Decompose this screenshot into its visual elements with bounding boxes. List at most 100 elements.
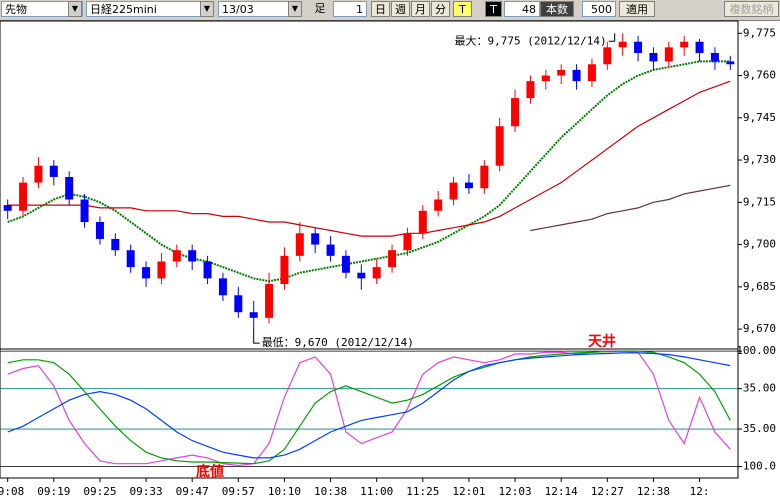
candle-body — [388, 250, 397, 268]
candle-body — [695, 41, 704, 53]
candle-body — [526, 81, 535, 99]
label: 足 — [314, 2, 326, 15]
series-line — [7, 350, 731, 465]
y-tick-label: 9,760 — [743, 69, 776, 82]
candle-body — [449, 182, 458, 200]
candle-body — [295, 233, 304, 256]
candle-body — [495, 126, 504, 166]
candle-body — [618, 41, 627, 48]
candle-body — [218, 278, 227, 296]
candle-body — [49, 165, 58, 177]
candle-body — [726, 61, 735, 65]
minute-button[interactable]: 分 — [431, 1, 450, 17]
count-button[interactable]: 本数 — [540, 1, 574, 17]
x-tick-label: 09:19 — [37, 485, 70, 498]
count-input[interactable]: 500 — [582, 1, 616, 17]
tick-button[interactable]: T — [485, 1, 502, 17]
candle-body — [572, 69, 581, 82]
candle-body — [403, 233, 412, 251]
annotation-leader — [608, 33, 616, 42]
week-button[interactable]: 週 — [391, 1, 410, 17]
candle-body — [157, 261, 166, 279]
y-tick-label: 9,700 — [743, 238, 776, 251]
candle-body — [188, 250, 197, 262]
x-tick-label: 11:25 — [406, 485, 439, 498]
x-tick-label: 12: — [690, 485, 710, 498]
tick-button[interactable]: T — [453, 1, 472, 17]
month-button[interactable]: 月 — [411, 1, 430, 17]
multi-symbol-button[interactable]: 複数銘柄 — [724, 1, 779, 17]
candle-body — [464, 182, 473, 189]
min-annotation: 最低：9,670 (2012/12/14) — [262, 336, 414, 349]
candle-body — [587, 64, 596, 82]
x-tick-label: 12:38 — [637, 485, 670, 498]
candle-body — [111, 238, 120, 251]
candle-body — [418, 210, 427, 234]
annotation-leader — [253, 329, 260, 344]
y-tick-label: 9,685 — [743, 280, 776, 293]
candle-body — [603, 47, 612, 65]
x-tick-label: 09:47 — [176, 485, 209, 498]
tick-count-input[interactable]: 48 — [504, 1, 540, 17]
series-line — [530, 184, 731, 232]
candle-body — [480, 165, 489, 189]
candle-body — [3, 205, 12, 211]
bottom-annotation: 底値 — [196, 463, 224, 480]
day-button[interactable]: 日 — [371, 1, 390, 17]
candle-body — [357, 272, 366, 279]
top-annotation: 天井 — [588, 333, 616, 350]
candle-body — [249, 312, 258, 318]
symbol-select[interactable]: 先物 — [1, 1, 83, 17]
candle-body — [203, 261, 212, 279]
candle-body — [434, 199, 443, 211]
series-line — [7, 80, 731, 237]
x-tick-label: 11:00 — [360, 485, 393, 498]
x-tick-label: 09:33 — [130, 485, 163, 498]
candle-body — [634, 41, 643, 53]
candle-body — [34, 165, 43, 183]
x-tick-label: 09:08 — [0, 485, 24, 498]
y-tick-label: 35.00 — [743, 382, 776, 395]
candle-body — [65, 176, 74, 200]
candle-body — [142, 267, 151, 279]
dropdown-button[interactable]: ▼ — [200, 1, 214, 17]
candle-body — [557, 69, 566, 76]
y-tick-label: 9,730 — [743, 153, 776, 166]
toolbar: 先物 ▼ 日経225mini ▼ 13/03 ▼ 足 1 日 週 月 分 T T… — [0, 0, 780, 21]
candle-body — [311, 233, 320, 245]
candle-body — [19, 182, 28, 211]
y-tick-label: 9,670 — [743, 322, 776, 335]
candle-body — [341, 255, 350, 273]
y-tick-label: 9,775 — [743, 26, 776, 39]
x-tick-label: 12:03 — [499, 485, 532, 498]
y-tick-label: -100.0 — [736, 460, 776, 473]
x-tick-label: 12:27 — [591, 485, 624, 498]
candle-body — [372, 267, 381, 279]
series-line — [7, 60, 731, 283]
candle-body — [280, 255, 289, 285]
x-tick-label: 09:57 — [222, 485, 255, 498]
candle-body — [664, 47, 673, 62]
candle-body — [126, 250, 135, 268]
max-annotation: 最大：9,775 (2012/12/14) — [454, 33, 606, 47]
y-tick-label: 9,715 — [743, 195, 776, 208]
dropdown-button[interactable]: ▼ — [288, 1, 302, 17]
candle-body — [234, 295, 243, 313]
x-tick-label: 10:10 — [268, 485, 301, 498]
candle-body — [326, 244, 335, 256]
y-tick-label: -35.00 — [736, 422, 776, 435]
dropdown-button[interactable]: ▼ — [68, 1, 82, 17]
product-select[interactable]: 日経225mini — [86, 1, 214, 17]
candle-body — [80, 199, 89, 223]
candle-body — [710, 52, 719, 62]
apply-button[interactable]: 適用 — [619, 1, 655, 17]
x-tick-label: 12:01 — [452, 485, 485, 498]
y-tick-label: 9,745 — [743, 111, 776, 124]
interval-input[interactable]: 1 — [333, 1, 367, 17]
series-line — [7, 352, 731, 459]
x-tick-label: 09:25 — [83, 485, 116, 498]
candle-body — [541, 75, 550, 82]
y-tick-label: 100.00 — [736, 344, 776, 357]
